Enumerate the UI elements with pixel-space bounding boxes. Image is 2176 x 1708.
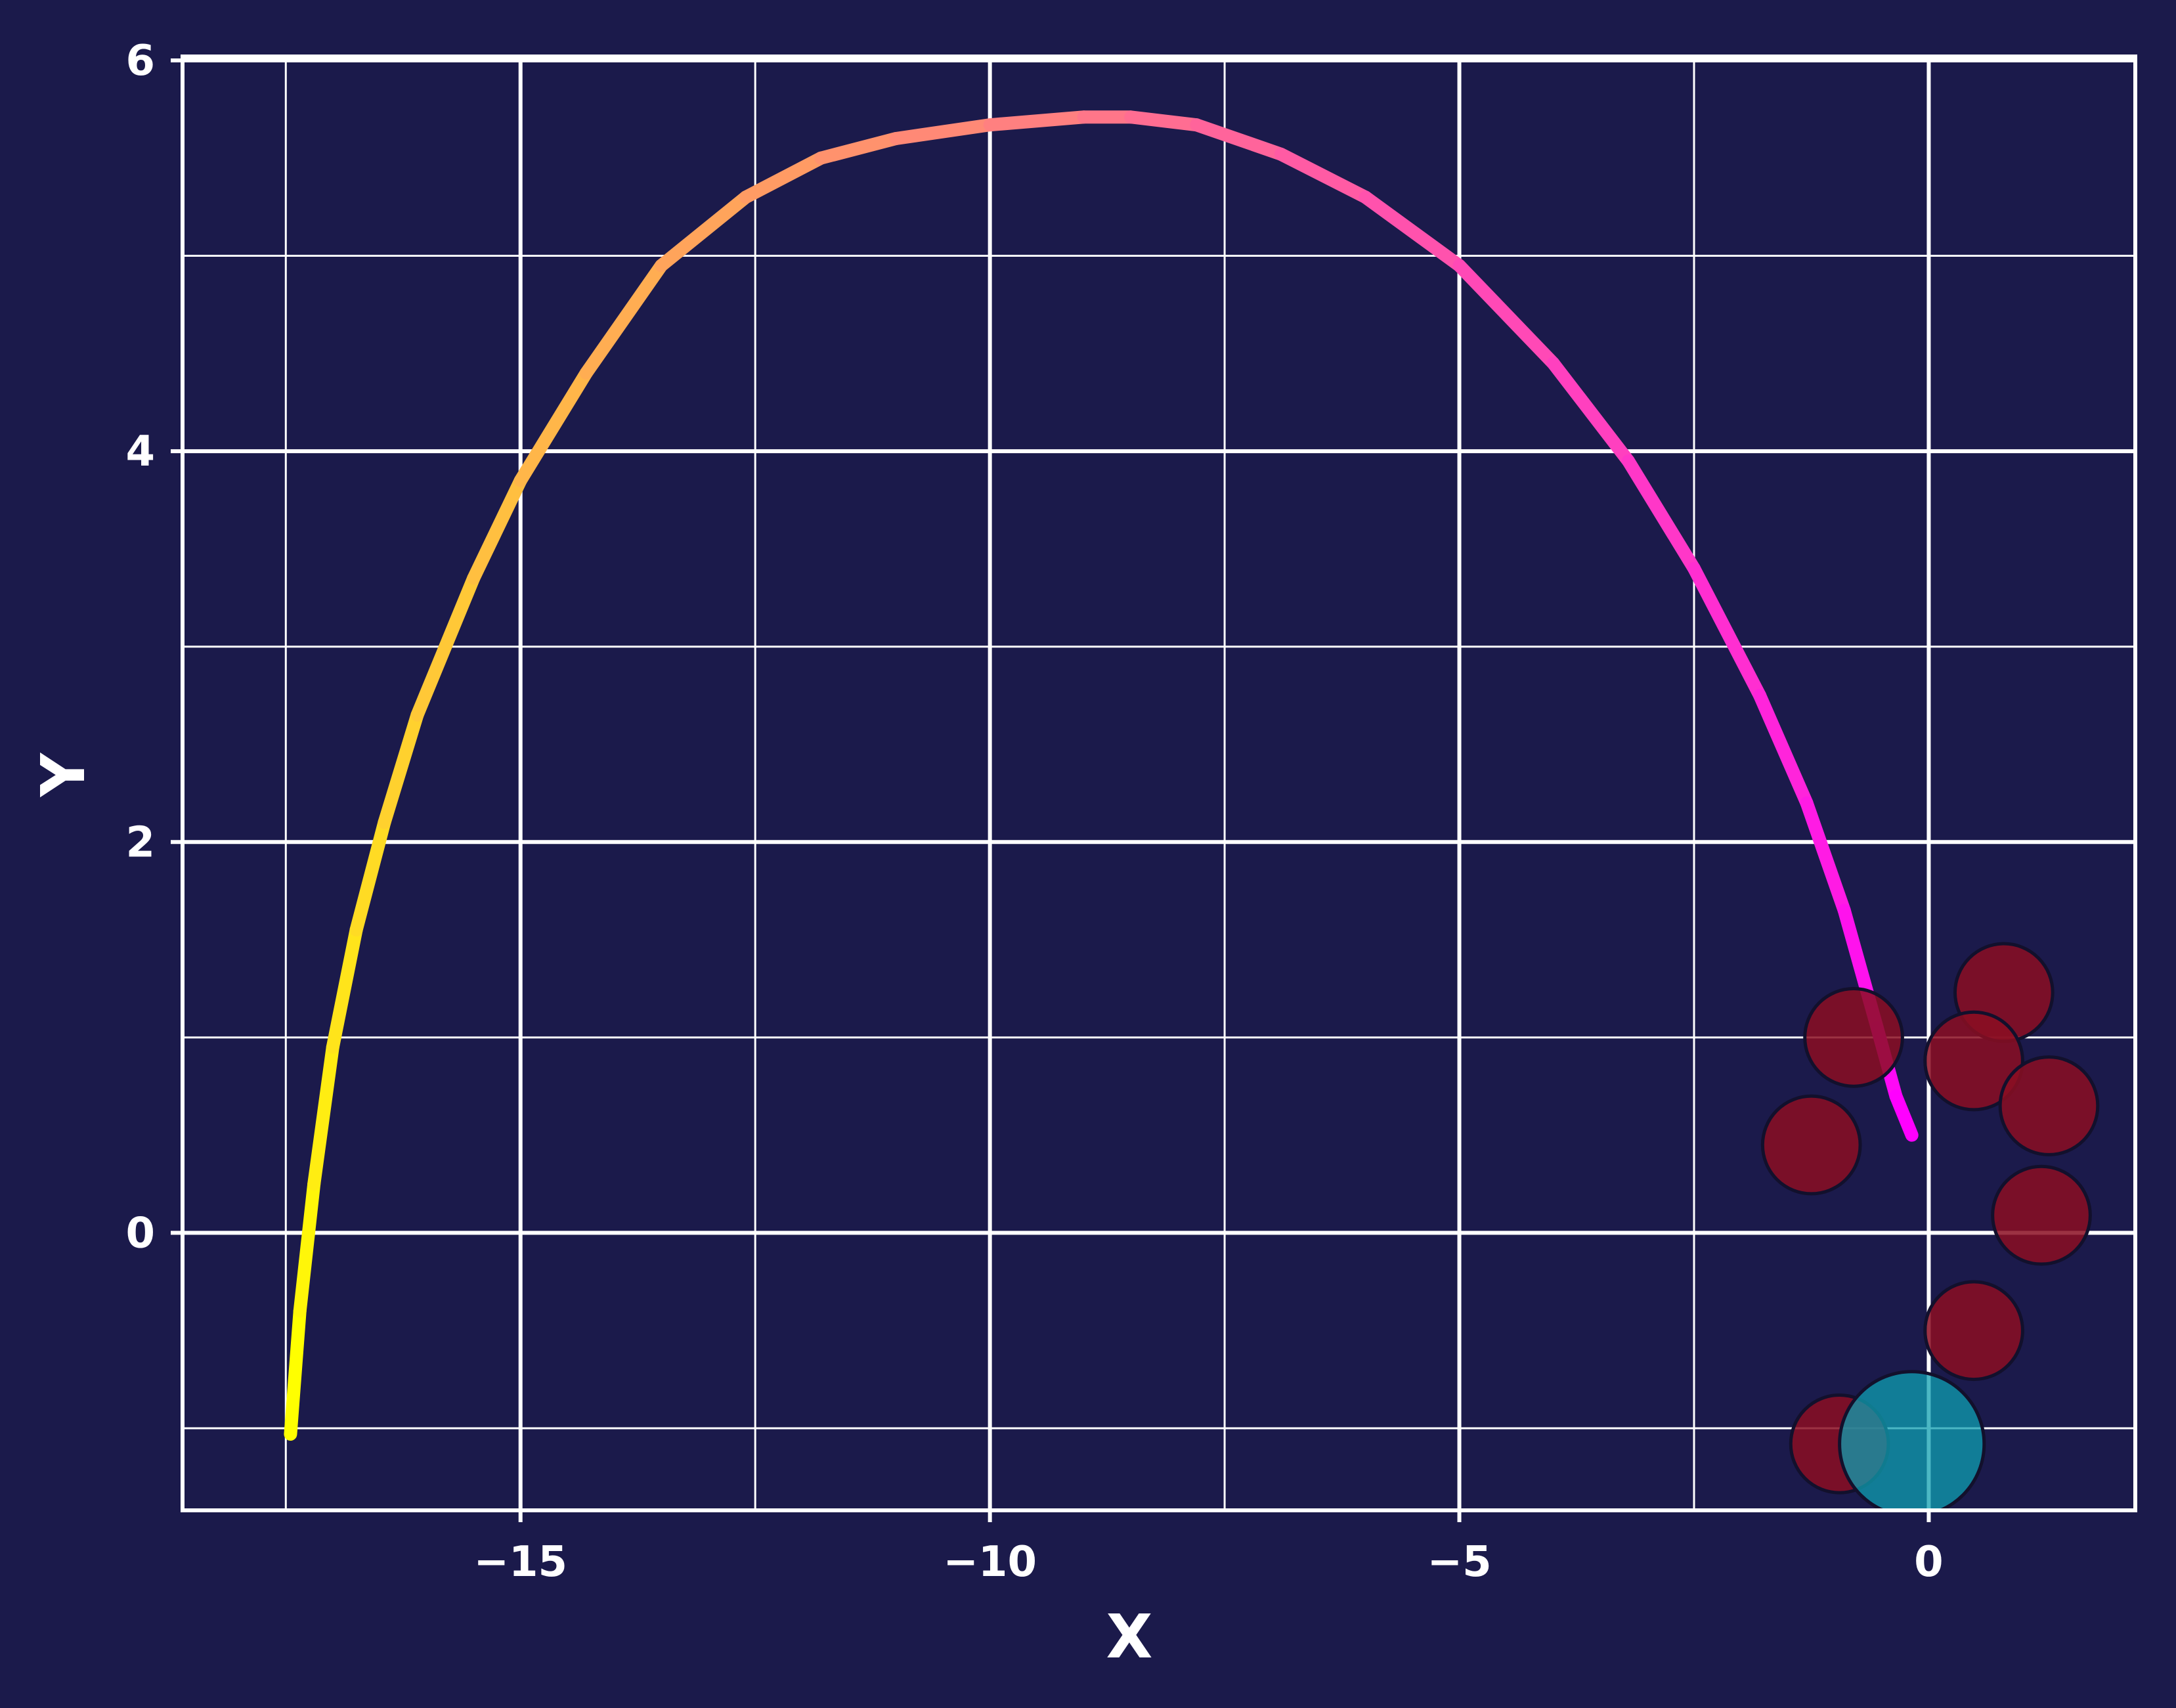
goal-circle — [1840, 1372, 1984, 1516]
trajectory-segment-14 — [990, 117, 1084, 125]
x-tick-label-1: −10 — [943, 1538, 1037, 1587]
trajectory-segment-0 — [290, 1311, 299, 1434]
goal — [1840, 1372, 1984, 1516]
x-tick-label-2: −5 — [1427, 1538, 1491, 1587]
y-axis-label: Y — [28, 752, 98, 797]
obstacle-circle-6 — [1925, 1282, 2023, 1380]
x-tick-label-3: 0 — [1914, 1538, 1944, 1587]
y-tick-label-0: 0 — [125, 1209, 155, 1258]
obstacle-circle-3 — [2000, 1057, 2098, 1155]
x-tick-label-0: −15 — [473, 1538, 567, 1587]
y-tick-label-1: 2 — [125, 818, 155, 867]
obstacle-circle-4 — [1762, 1096, 1860, 1194]
obstacle-circle-1 — [1805, 989, 1903, 1087]
y-tick-label-2: 4 — [125, 427, 155, 476]
y-tick-label-3: 6 — [125, 37, 155, 85]
trajectory-segment-16 — [1131, 117, 1196, 125]
obstacle-circle-5 — [1993, 1166, 2091, 1264]
x-axis-label: X — [1106, 1602, 1153, 1672]
